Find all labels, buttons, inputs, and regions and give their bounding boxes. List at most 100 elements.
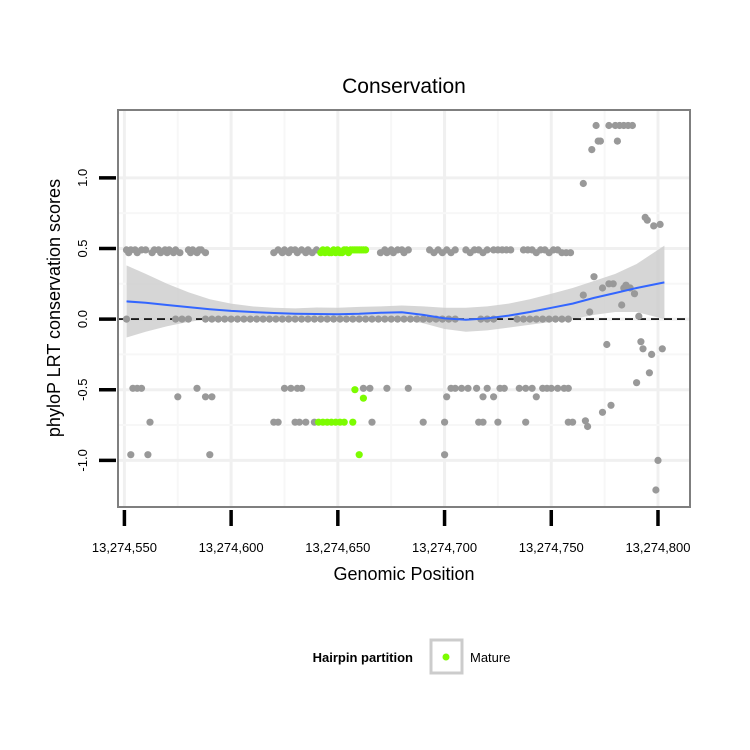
panel-border	[117, 109, 691, 508]
point-other-76	[122, 315, 131, 323]
point-other-225	[658, 345, 666, 353]
y-tick-label-3: 0.5	[75, 239, 90, 257]
point-other-136	[193, 384, 201, 392]
point-other-111	[400, 315, 408, 323]
y-axis: -1.0 -0.5 0.0 0.5 1.0	[75, 169, 116, 472]
point-other-186	[206, 451, 214, 459]
point-other-168	[146, 418, 154, 426]
point-other-101	[336, 315, 344, 323]
point-other-102	[342, 315, 350, 323]
point-other-145	[383, 384, 391, 392]
legend-title: Hairpin partition	[313, 650, 413, 665]
point-other-190	[588, 146, 596, 154]
point-other-77	[172, 315, 180, 323]
point-other-176	[419, 418, 427, 426]
confidence-band	[126, 245, 665, 338]
point-other-106	[368, 315, 376, 323]
point-mature-21	[362, 246, 370, 254]
point-other-184	[127, 451, 135, 459]
legend: Hairpin partition Mature	[313, 638, 510, 675]
point-other-222	[652, 486, 660, 494]
plot-panel	[117, 109, 691, 508]
point-other-219	[645, 369, 654, 377]
point-other-173	[302, 418, 310, 426]
point-other-198	[605, 121, 613, 130]
point-other-130	[558, 315, 566, 323]
point-other-147	[443, 393, 451, 401]
point-other-103	[349, 315, 357, 323]
point-other-149	[451, 384, 459, 392]
point-other-125	[526, 315, 534, 323]
point-other-84	[227, 315, 235, 323]
point-other-224	[656, 220, 664, 228]
point-other-90	[265, 315, 274, 323]
point-other-105	[362, 315, 370, 323]
point-other-213	[633, 379, 641, 387]
point-other-167	[564, 384, 572, 392]
point-other-201	[609, 280, 617, 288]
point-other-196	[598, 284, 607, 292]
point-other-164	[547, 384, 555, 392]
point-other-81	[208, 315, 216, 323]
point-other-63	[507, 246, 515, 254]
series-mature	[315, 246, 370, 459]
point-other-128	[545, 315, 553, 323]
point-other-197	[603, 340, 611, 349]
point-other-144	[366, 384, 374, 392]
point-mature-31	[359, 394, 367, 402]
point-other-226	[581, 417, 590, 425]
point-other-214	[635, 312, 643, 320]
x-axis-label: Genomic Position	[333, 564, 474, 584]
point-other-58	[483, 246, 491, 254]
point-other-165	[554, 384, 562, 392]
series-other	[122, 121, 666, 494]
x-axis: 13,274,550 13,274,600 13,274,650 13,274,700…	[92, 510, 691, 555]
point-other-227	[584, 422, 592, 431]
point-other-172	[295, 418, 303, 426]
point-other-179	[479, 418, 487, 426]
point-mature-30	[351, 386, 359, 394]
point-other-170	[274, 418, 282, 426]
point-other-124	[519, 315, 528, 323]
point-other-45	[404, 246, 412, 254]
point-other-135	[174, 393, 182, 401]
point-other-110	[394, 315, 402, 323]
y-tick-label-0: -1.0	[75, 449, 90, 471]
point-other-93	[285, 315, 293, 323]
point-other-183	[569, 418, 577, 426]
point-other-203	[613, 137, 622, 145]
point-other-218	[643, 216, 651, 224]
point-other-188	[579, 179, 587, 188]
point-other-215	[637, 338, 645, 346]
point-other-109	[387, 315, 395, 323]
point-other-155	[490, 393, 498, 401]
point-other-211	[628, 121, 637, 130]
point-other-112	[406, 315, 414, 323]
point-other-205	[618, 301, 626, 309]
x-tick-label-4: 13,274,750	[519, 540, 584, 555]
point-mature-32	[355, 451, 363, 459]
x-tick-label-0: 13,274,550	[92, 540, 157, 555]
point-other-157	[500, 384, 508, 392]
chart-title: Conservation	[342, 75, 466, 98]
point-other-85	[233, 315, 242, 323]
point-other-139	[280, 384, 289, 392]
point-other-113	[413, 315, 421, 323]
point-other-89	[259, 315, 267, 323]
x-tick-label-5: 13,274,800	[625, 540, 690, 555]
point-other-143	[359, 384, 367, 392]
point-other-104	[355, 315, 363, 323]
point-other-6	[142, 246, 150, 254]
point-other-185	[144, 451, 152, 459]
point-other-75	[566, 249, 575, 257]
point-other-108	[381, 315, 389, 323]
point-other-152	[473, 384, 481, 392]
y-tick-label-1: -0.5	[75, 378, 90, 400]
point-other-175	[368, 418, 376, 426]
point-other-52	[451, 246, 459, 254]
point-other-96	[304, 315, 312, 323]
point-other-137	[201, 393, 210, 401]
point-other-228	[579, 291, 587, 299]
point-other-80	[201, 315, 210, 323]
